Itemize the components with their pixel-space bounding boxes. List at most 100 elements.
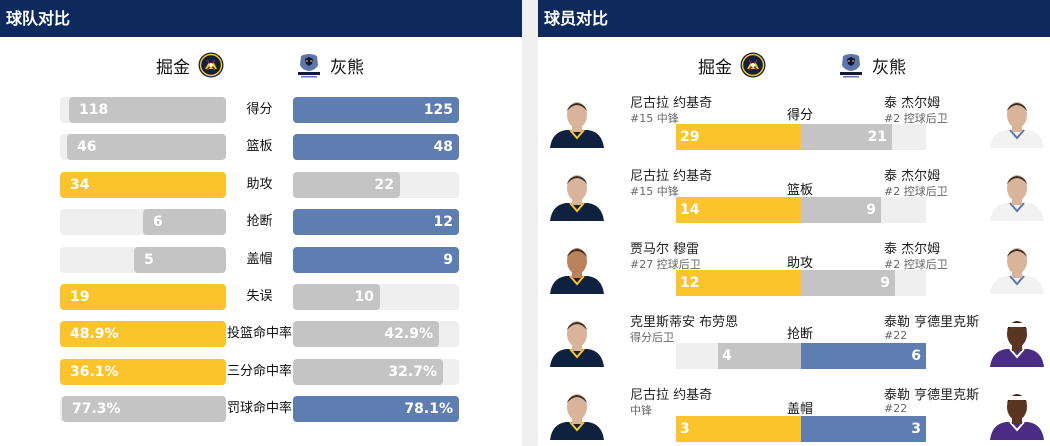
away-stat-bar: 48: [293, 134, 459, 161]
team-stat-row: 48.9% 投篮命中率 42.9%: [0, 321, 522, 348]
team-stat-row: 6 抢断 12: [0, 209, 522, 236]
home-player-name[interactable]: 贾马尔 穆雷: [630, 242, 700, 257]
away-player-stat-value: 3: [911, 421, 921, 437]
away-player-position: #2 控球后卫: [884, 258, 948, 271]
home-stat-value: 46: [77, 139, 97, 156]
away-stat-value: 78.1%: [404, 401, 453, 418]
home-player-stat-bar: 12: [676, 270, 801, 296]
stat-label: 盖帽: [246, 251, 273, 267]
away-player-name[interactable]: 泰勒 亨德里克斯: [884, 315, 980, 330]
home-player-position: #15 中锋: [630, 185, 679, 198]
home-player-stat-value: 29: [680, 129, 700, 145]
away-stat-value: 32.7%: [388, 363, 437, 380]
home-player-stat-value: 4: [722, 348, 732, 364]
player-home-team-header: 掘金: [698, 50, 766, 80]
away-stat-bar: 42.9%: [293, 321, 439, 348]
away-stat-bar: 9: [293, 246, 459, 273]
home-player-position: 中锋: [630, 404, 652, 417]
player-compare-row: 贾马尔 穆雷 #27 控球后卫 助攻 12 9 泰 杰尔姆 #2 控球后卫: [538, 238, 1050, 304]
home-stat-track: 19: [60, 284, 226, 310]
away-player-stat-bar: 21: [801, 124, 892, 150]
home-stat-track: 34: [60, 171, 226, 198]
home-player-name[interactable]: 克里斯蒂安 布劳恩: [630, 315, 739, 330]
away-player-stat-value: 9: [880, 275, 890, 291]
home-team-name: 掘金: [156, 57, 190, 78]
away-player-position: #22: [884, 329, 908, 342]
stat-label: 投篮命中率: [226, 326, 292, 342]
player-stat-track: 12 9: [676, 270, 926, 296]
home-player-stat-bar: 14: [676, 197, 801, 223]
team-stat-row: 5 盖帽 9: [0, 246, 522, 273]
away-stat-bar: 12: [293, 209, 459, 236]
away-stat-track: 9: [293, 246, 459, 273]
home-stat-value: 77.3%: [72, 401, 121, 418]
away-stat-track: 42.9%: [293, 321, 459, 348]
away-player-stat-bar: 9: [801, 270, 895, 296]
home-player-photo: [544, 171, 610, 221]
away-player-stat-bar: 6: [801, 343, 926, 369]
home-player-name[interactable]: 尼古拉 约基奇: [630, 96, 713, 111]
stat-label: 三分命中率: [226, 363, 292, 379]
home-player-name[interactable]: 尼古拉 约基奇: [630, 388, 713, 403]
nuggets-logo-icon: [740, 52, 766, 78]
away-player-name[interactable]: 泰 杰尔姆: [884, 96, 941, 111]
home-stat-track: 5: [60, 246, 226, 273]
home-stat-bar: 34: [60, 171, 226, 198]
grizzlies-logo-icon: [838, 52, 864, 78]
team-comparison-panel: 球队对比 掘金 灰熊 118 得分 125 46 篮板 48 34 助攻 22 6 抢断 12 5 盖帽 9…: [0, 0, 522, 446]
away-stat-value: 10: [354, 289, 374, 305]
away-stat-value: 12: [433, 214, 453, 231]
player-away-team-header: 灰熊: [838, 50, 906, 80]
away-player-photo: [984, 390, 1050, 440]
team-stat-row: 77.3% 罚球命中率 78.1%: [0, 396, 522, 423]
player-away-team-name: 灰熊: [872, 57, 906, 78]
home-team-header: 掘金: [156, 50, 224, 80]
home-player-stat-value: 12: [680, 275, 700, 291]
home-player-name[interactable]: 尼古拉 约基奇: [630, 169, 713, 184]
team-stat-row: 118 得分 125: [0, 97, 522, 123]
team-stat-row: 19 失误 10: [0, 284, 522, 310]
away-stat-bar: 78.1%: [293, 396, 459, 423]
away-player-stat-bar: 9: [801, 197, 881, 223]
home-player-photo: [544, 317, 610, 367]
away-player-name[interactable]: 泰 杰尔姆: [884, 242, 941, 257]
away-stat-track: 10: [293, 284, 459, 310]
player-stat-category: 盖帽: [786, 402, 813, 417]
player-stat-category: 抢断: [786, 327, 813, 342]
player-stat-category: 得分: [786, 108, 813, 123]
player-comparison-panel: 球员对比 掘金 灰熊 尼古拉 约基奇 #15 中锋 得分 29 21 泰 杰尔姆 #2 控球…: [538, 0, 1050, 446]
home-stat-bar: 36.1%: [60, 358, 226, 385]
away-stat-bar: 10: [293, 284, 380, 310]
stat-label: 助攻: [246, 176, 273, 192]
away-stat-value: 9: [443, 251, 453, 268]
home-stat-bar: 6: [143, 209, 226, 236]
team-stat-row: 46 篮板 48: [0, 134, 522, 161]
home-player-stat-value: 14: [680, 202, 700, 218]
away-team-name: 灰熊: [330, 57, 364, 78]
home-player-stat-bar: 3: [676, 416, 801, 442]
team-comparison-title: 球队对比: [0, 0, 522, 37]
away-player-name[interactable]: 泰勒 亨德里克斯: [884, 388, 980, 403]
away-player-name[interactable]: 泰 杰尔姆: [884, 169, 941, 184]
player-stat-category: 篮板: [786, 183, 813, 198]
home-stat-bar: 19: [60, 284, 226, 310]
home-player-photo: [544, 390, 610, 440]
away-player-photo: [984, 244, 1050, 294]
home-stat-value: 6: [153, 214, 163, 231]
away-stat-bar: 22: [293, 171, 400, 198]
home-stat-track: 48.9%: [60, 321, 226, 348]
stat-label: 篮板: [246, 139, 273, 155]
player-stat-category: 助攻: [786, 256, 813, 271]
player-stat-track: 14 9: [676, 197, 926, 223]
stat-label: 抢断: [246, 214, 273, 230]
home-stat-bar: 46: [67, 134, 226, 161]
away-stat-track: 12: [293, 209, 459, 236]
away-player-position: #22: [884, 402, 908, 415]
home-stat-value: 34: [70, 176, 90, 193]
stat-label: 罚球命中率: [226, 401, 292, 417]
home-stat-bar: 118: [69, 97, 226, 123]
away-stat-track: 22: [293, 171, 459, 198]
player-compare-row: 克里斯蒂安 布劳恩 得分后卫 抢断 4 6 泰勒 亨德里克斯 #22: [538, 311, 1050, 377]
